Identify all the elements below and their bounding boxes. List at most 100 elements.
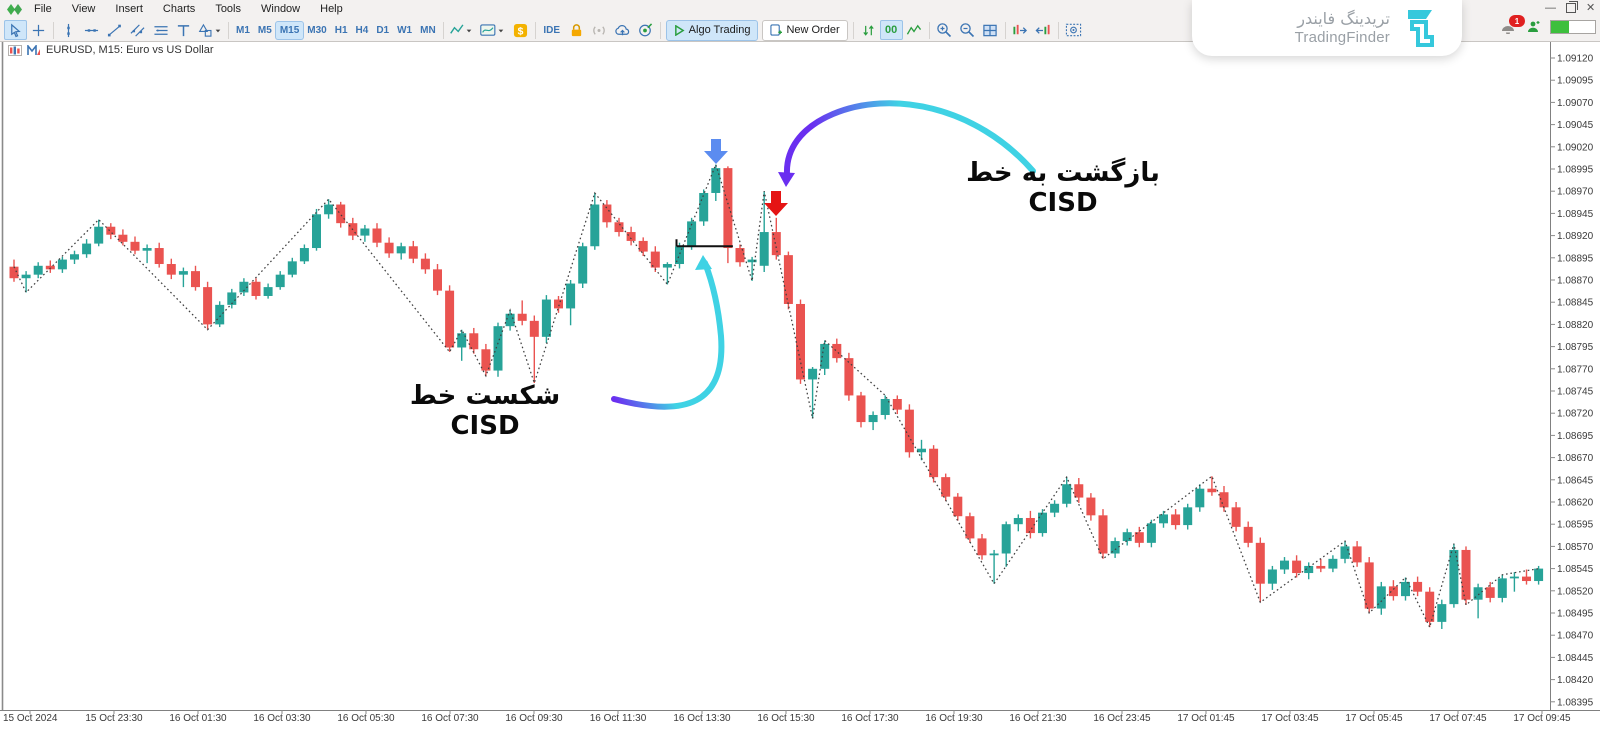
community-services-button[interactable] <box>634 20 657 40</box>
time-label: 16 Oct 23:45 <box>1093 713 1151 724</box>
tile-windows-button[interactable] <box>979 20 1002 40</box>
algo-trading-button[interactable]: Algo Trading <box>665 19 759 41</box>
annotation-return-cisd-text[interactable]: بازگشت به خط CISD <box>966 158 1160 218</box>
price-label: 1.08770 <box>1557 364 1594 375</box>
screenshot-button[interactable] <box>1062 20 1085 40</box>
text-tool-button[interactable] <box>172 20 195 40</box>
close-button[interactable]: ✕ <box>1586 2 1596 14</box>
candle-body <box>1183 507 1193 526</box>
chart-tab-bar[interactable]: EURUSD, M15: Euro vs US Dollar <box>4 42 214 58</box>
time-label: 17 Oct 09:45 <box>1513 713 1571 724</box>
restore-button[interactable] <box>1566 0 1578 13</box>
menu-item-view[interactable]: View <box>71 3 96 15</box>
candle-body <box>1401 581 1410 597</box>
menu-item-help[interactable]: Help <box>320 3 343 15</box>
red-down-arrow-marker[interactable] <box>764 191 788 216</box>
timeframe-w1-button[interactable]: W1 <box>397 24 413 36</box>
candle-body <box>1449 549 1459 605</box>
channel-tool-button[interactable] <box>126 20 149 40</box>
price-label: 1.08695 <box>1557 431 1594 442</box>
candle-body <box>239 281 249 293</box>
notifications-button[interactable]: 1 <box>1500 15 1525 34</box>
crosshair-tool-button[interactable] <box>27 20 50 40</box>
candle-body <box>904 409 914 453</box>
menu-item-charts[interactable]: Charts <box>162 3 196 15</box>
menu-item-file[interactable]: File <box>34 3 52 15</box>
timeframe-mn-button[interactable]: MN <box>420 24 436 36</box>
candle-body <box>1243 526 1253 543</box>
trendline-tool-button[interactable] <box>103 20 126 40</box>
timeframe-m5-button[interactable]: M5 <box>257 24 272 36</box>
curve-arrow-return[interactable] <box>778 100 1036 187</box>
zoom-in-button[interactable] <box>933 20 956 40</box>
candle-body <box>469 333 479 350</box>
candle-body <box>529 320 539 337</box>
trendline-icon <box>107 24 121 36</box>
cloud-upload-icon <box>614 24 629 35</box>
sort-orders-button[interactable] <box>857 20 880 40</box>
cursor-tool-button[interactable] <box>4 20 27 40</box>
blue-down-arrow-marker[interactable] <box>704 139 728 164</box>
candle-body <box>953 496 963 517</box>
candle-body <box>191 271 200 288</box>
candle-body <box>336 204 346 224</box>
candle-body <box>783 255 793 304</box>
indicators-button[interactable] <box>477 20 509 40</box>
candle-body <box>1146 523 1156 543</box>
vertical-line-tool-button[interactable] <box>57 20 80 40</box>
candle-body <box>1413 581 1423 592</box>
up-down-arrows-icon <box>862 24 874 36</box>
svg-text:$: $ <box>517 26 523 37</box>
candle-body <box>1025 517 1035 534</box>
equidistant-lines-tool-button[interactable] <box>149 20 172 40</box>
currency-button[interactable]: $ <box>509 20 532 40</box>
zoom-out-button[interactable] <box>956 20 979 40</box>
window-controls: — ✕ <box>1545 0 1596 14</box>
price-label: 1.08470 <box>1557 631 1594 642</box>
minimize-button[interactable]: — <box>1545 1 1556 14</box>
new-order-button[interactable]: New Order <box>762 19 848 41</box>
shift-chart-left-button[interactable] <box>1032 20 1055 40</box>
lock-button[interactable] <box>565 20 588 40</box>
line-chart-icon <box>450 23 472 34</box>
candle-body <box>287 261 297 275</box>
community-icon[interactable] <box>1526 20 1540 34</box>
timeframe-h4-button[interactable]: H4 <box>355 24 369 36</box>
vertical-line-icon <box>67 23 70 37</box>
candle-body <box>844 358 854 396</box>
candle-body <box>420 258 430 270</box>
candle-body <box>178 271 188 275</box>
horizontal-line-tool-button[interactable] <box>80 20 103 40</box>
candle-body <box>868 414 878 423</box>
toolbar-divider <box>0 41 1600 42</box>
cisd-line[interactable] <box>675 239 733 248</box>
shift-chart-right-button[interactable] <box>1009 20 1032 40</box>
ide-button[interactable]: IDE <box>543 24 560 36</box>
timeframe-d1-button[interactable]: D1 <box>376 24 390 36</box>
candle-body <box>541 299 551 337</box>
menu-item-tools[interactable]: Tools <box>215 3 241 15</box>
timeframe-h1-button[interactable]: H1 <box>334 24 348 36</box>
candle-body <box>977 538 987 556</box>
chart-type-button[interactable] <box>447 20 477 40</box>
candle-body <box>578 246 588 284</box>
timeframe-m1-button[interactable]: M1 <box>236 24 250 36</box>
menu-item-window[interactable]: Window <box>261 3 301 15</box>
signal-button[interactable] <box>588 20 611 40</box>
timeframe-m30-button[interactable]: M30 <box>307 24 327 36</box>
curve-arrow-break[interactable] <box>611 255 725 410</box>
time-label: 15 Oct 2024 <box>3 713 58 724</box>
pending-orders-button[interactable]: 00 <box>879 20 903 40</box>
zigzag-toggle-button[interactable] <box>903 20 926 40</box>
candle-body <box>626 232 636 241</box>
cloud-button[interactable] <box>611 20 634 40</box>
shapes-tool-button[interactable] <box>195 20 225 40</box>
candle-body <box>892 398 902 410</box>
menu-item-insert[interactable]: Insert <box>115 3 143 15</box>
price-label: 1.08395 <box>1557 697 1594 708</box>
toolbar-separator <box>1057 21 1059 39</box>
candle-body <box>94 226 104 244</box>
timeframe-m15-button[interactable]: M15 <box>275 21 304 39</box>
annotation-break-cisd-text[interactable]: شکست خط CISD <box>409 381 561 441</box>
